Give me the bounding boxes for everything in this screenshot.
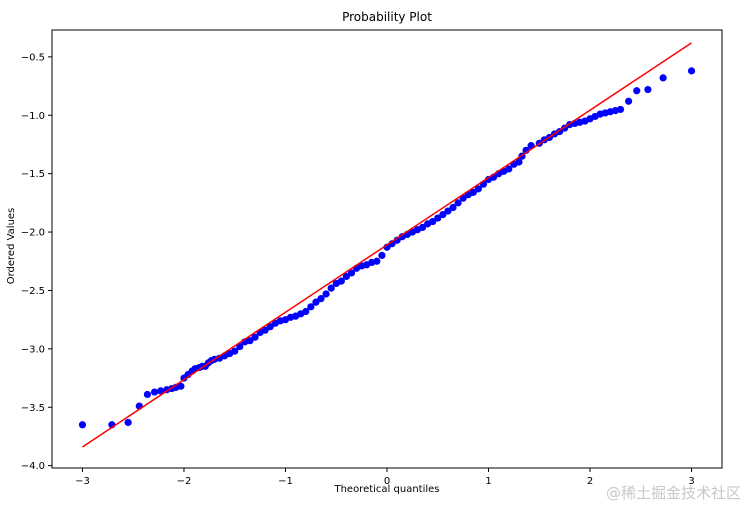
data-point xyxy=(347,269,356,277)
y-tick-label: −2.0 xyxy=(21,228,45,239)
x-axis-ticks: −3 −2 −1 0 1 2 3 xyxy=(75,468,695,487)
x-tick-label: 3 xyxy=(688,476,694,487)
data-point xyxy=(317,295,325,303)
y-tick-label: −4.0 xyxy=(21,461,45,472)
data-point xyxy=(429,217,437,226)
data-point xyxy=(439,210,447,219)
data-point xyxy=(505,165,513,173)
data-point xyxy=(322,290,330,298)
y-axis-label: Ordered Values xyxy=(6,208,17,285)
x-tick-label: −1 xyxy=(278,476,293,487)
data-point xyxy=(474,185,482,193)
x-tick-label: 2 xyxy=(587,476,593,487)
data-point xyxy=(418,223,427,231)
y-tick-label: −0.5 xyxy=(21,52,45,63)
data-point xyxy=(251,333,259,341)
data-point xyxy=(124,418,132,427)
data-point xyxy=(302,307,310,316)
data-point xyxy=(434,214,442,222)
data-point xyxy=(157,387,165,395)
y-tick-label: −1.0 xyxy=(21,111,45,122)
x-tick-label: 0 xyxy=(384,476,390,487)
data-point xyxy=(687,67,696,75)
data-point xyxy=(449,203,457,212)
y-tick-label: −1.5 xyxy=(21,169,45,180)
y-axis-ticks: −4.0 −3.5 −3.0 −2.5 −2.0 −1.5 −1.0 −0.5 xyxy=(21,52,52,472)
data-point xyxy=(261,326,269,334)
data-point xyxy=(246,337,254,345)
data-point xyxy=(659,74,667,82)
y-tick-label: −2.5 xyxy=(21,286,45,297)
data-point xyxy=(143,390,152,399)
data-point xyxy=(150,388,159,396)
fit-line xyxy=(82,42,692,448)
data-point xyxy=(378,251,386,260)
x-axis-label: Theoretical quantiles xyxy=(333,484,439,495)
x-tick-label: −3 xyxy=(75,476,90,487)
data-point xyxy=(78,421,87,429)
data-point xyxy=(644,85,652,94)
watermark-text: @稀土掘金技术社区 xyxy=(606,484,741,502)
chart-title: Probability Plot xyxy=(342,10,432,24)
data-point xyxy=(327,284,335,292)
data-point xyxy=(231,347,239,355)
data-point xyxy=(616,105,625,114)
data-point xyxy=(236,342,244,351)
y-tick-label: −3.5 xyxy=(21,403,45,414)
data-point xyxy=(342,272,350,281)
data-point xyxy=(307,303,315,311)
data-point xyxy=(469,188,477,196)
x-tick-label: −2 xyxy=(177,476,192,487)
data-point xyxy=(454,199,462,207)
y-tick-label: −3.0 xyxy=(21,344,45,355)
data-point xyxy=(515,158,523,166)
data-point xyxy=(177,382,185,390)
data-point xyxy=(633,87,641,95)
data-point xyxy=(393,236,401,244)
data-point xyxy=(266,323,274,331)
data-point xyxy=(444,207,452,215)
data-point xyxy=(337,277,345,285)
x-tick-label: 1 xyxy=(485,476,491,487)
data-point xyxy=(312,298,320,306)
data-point xyxy=(373,257,381,265)
data-layer xyxy=(78,42,696,448)
data-point xyxy=(625,97,633,105)
